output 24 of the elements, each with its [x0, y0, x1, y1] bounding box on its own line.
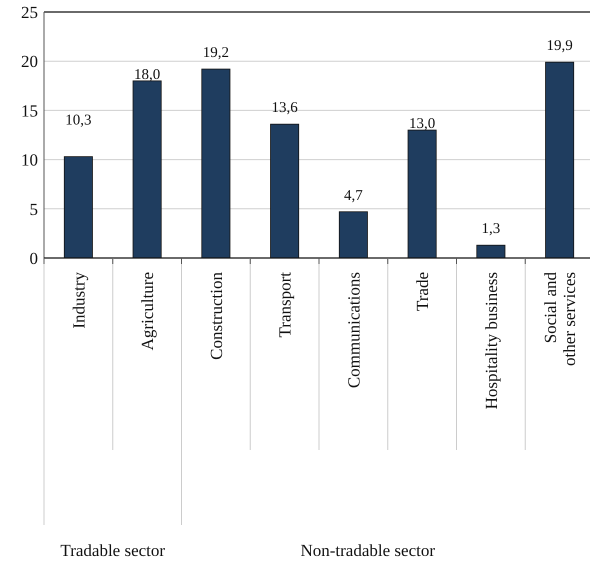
x-tick-label: Social and other services	[541, 272, 579, 366]
data-label: 13,6	[272, 100, 298, 116]
data-label: 19,9	[546, 38, 573, 54]
text: Tradable sector	[60, 541, 166, 560]
data-label: 13,0	[409, 116, 436, 132]
text: Non-tradable sector	[300, 541, 436, 560]
x-tick-label: Construction	[206, 272, 226, 360]
x-tick-label: Communications	[344, 272, 364, 388]
x-tick-label: Transport	[276, 272, 295, 338]
y-tick-label: 25	[21, 2, 38, 22]
data-label: 1,3	[482, 221, 500, 238]
y-tick-label: 20	[21, 52, 38, 72]
y-tick-label: 5	[30, 200, 38, 219]
data-label: 19,2	[202, 45, 229, 62]
x-tick-label: Hospitality business	[482, 272, 501, 410]
x-tick-label: Agriculture	[138, 272, 158, 350]
data-label: 4,7	[344, 188, 364, 204]
data-label: 10,3	[65, 112, 92, 129]
x-tick-label: Trade	[413, 272, 432, 312]
x-tick-label: Industry	[69, 272, 88, 329]
data-label: 18,0	[134, 66, 160, 83]
y-tick-label: 10	[21, 150, 38, 170]
y-tick-label: 0	[30, 248, 38, 268]
y-tick-label: 15	[21, 101, 38, 120]
